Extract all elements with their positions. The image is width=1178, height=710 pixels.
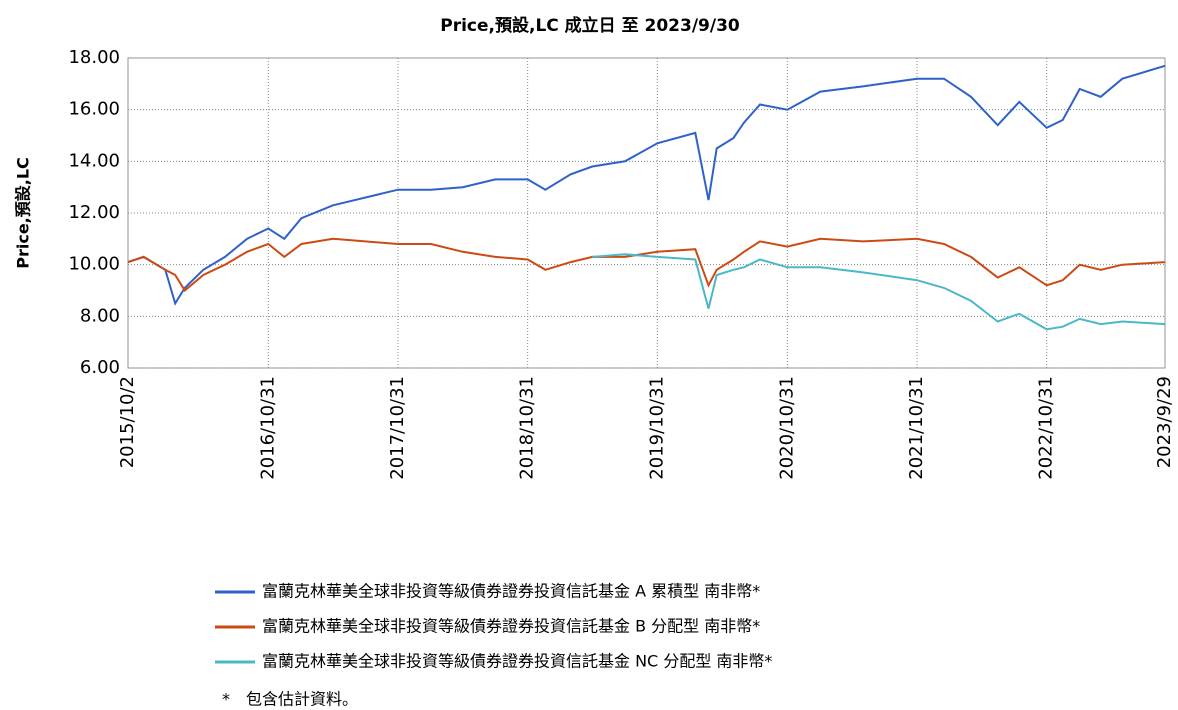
series-line: [127, 237, 1166, 293]
x-tick-label: 2022/10/31: [1036, 376, 1057, 480]
x-tick-label: 2015/10/2: [117, 376, 138, 468]
x-tick-label: 2020/10/31: [776, 376, 797, 480]
x-tick-label: 2021/10/31: [906, 376, 927, 480]
x-tick-label: 2018/10/31: [517, 376, 538, 480]
legend-label: 富蘭克林華美全球非投資等級債券證券投資信託基金 NC 分配型 南非幣*: [262, 652, 772, 671]
y-axis-label: Price,預設,LC: [14, 157, 33, 269]
y-tick-label: 6.00: [80, 357, 120, 378]
y-tick-label: 18.00: [68, 47, 120, 68]
footnote: * 包含估計資料。: [222, 690, 358, 709]
y-tick-label: 14.00: [68, 150, 120, 171]
y-tick-label: 12.00: [68, 202, 120, 223]
y-tick-label: 8.00: [80, 305, 120, 326]
legend-label: 富蘭克林華美全球非投資等級債券證券投資信託基金 B 分配型 南非幣*: [262, 617, 760, 636]
legend-label: 富蘭克林華美全球非投資等級債券證券投資信託基金 A 累積型 南非幣*: [262, 582, 760, 601]
y-tick-label: 10.00: [68, 254, 120, 275]
chart-title: Price,預設,LC 成立日 至 2023/9/30: [440, 15, 740, 36]
series-line: [592, 253, 1166, 331]
x-tick-label: 2017/10/31: [387, 376, 408, 480]
x-tick-label: 2023/9/29: [1154, 376, 1175, 468]
y-tick-label: 16.00: [68, 99, 120, 120]
x-tick-label: 2016/10/31: [257, 376, 278, 480]
x-tick-label: 2019/10/31: [646, 376, 667, 480]
plot-area: [127, 57, 1166, 369]
series-line: [127, 64, 1166, 306]
